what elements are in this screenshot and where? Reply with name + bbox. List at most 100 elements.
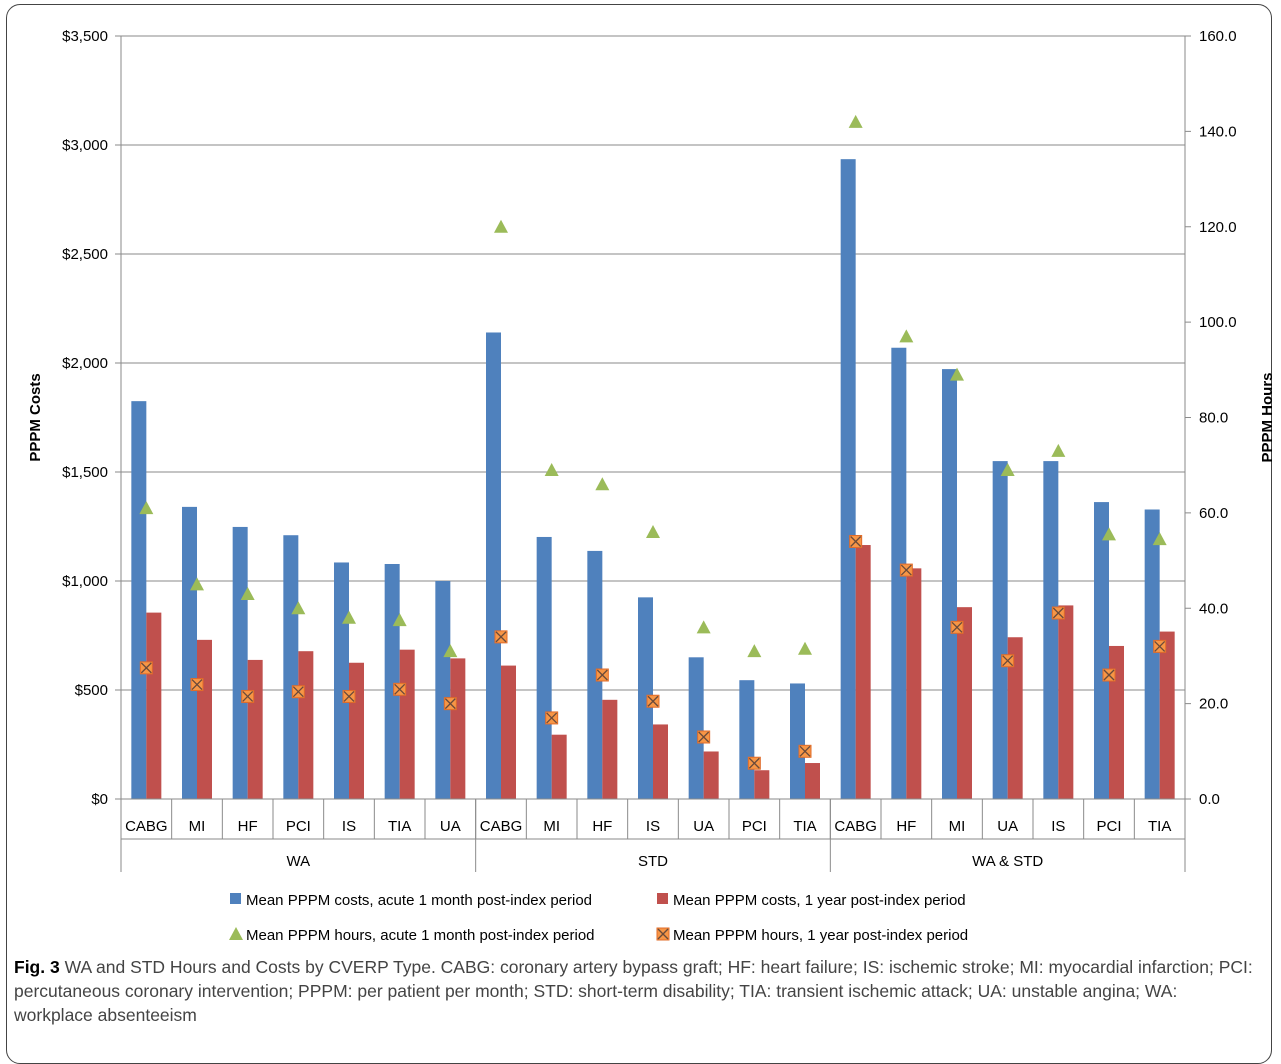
right-tick-label: 140.0 [1199, 123, 1237, 140]
marker-acute-hours [240, 586, 255, 600]
marker-acute-hours [595, 477, 610, 491]
left-axis-title: PPPM Costs [27, 373, 44, 461]
right-tick-label: 120.0 [1199, 219, 1237, 236]
category-label: IS [342, 818, 356, 835]
marker-acute-hours [1000, 462, 1015, 476]
category-label: HF [592, 818, 612, 835]
marker-acute-hours [139, 501, 154, 515]
category-label: CABG [834, 818, 877, 835]
marker-cross [596, 669, 608, 681]
marker-cross [444, 698, 456, 710]
marker-1yr-hours [241, 689, 255, 703]
bar-1yr-cost [855, 545, 871, 799]
category-label: IS [646, 818, 660, 835]
category-label: HF [896, 818, 916, 835]
bar-1yr-cost [450, 658, 466, 799]
bar-acute-cost [688, 657, 704, 799]
marker-acute-hours [494, 219, 508, 233]
legend-label: Mean PPPM costs, 1 year post-index perio… [673, 892, 966, 909]
category-label: IS [1051, 818, 1065, 835]
marker-acute-hours [747, 644, 762, 658]
legend-item: Mean PPPM hours, 1 year post-index perio… [656, 927, 968, 944]
marker-1yr-hours [1001, 654, 1015, 668]
chart: $0 $500 $1,000 $1,500 $2,000 $2,500 $3,000 $3,5… [27, 28, 1276, 944]
marker-cross [1154, 640, 1166, 652]
marker-acute-hours [848, 114, 863, 128]
bar-acute-cost [1144, 509, 1160, 799]
bar-1yr-cost [957, 607, 972, 799]
category-label: UA [693, 818, 714, 835]
marker-1yr-hours [646, 694, 660, 708]
marker-acute-hours [544, 462, 559, 476]
bar-1yr-cost [349, 662, 364, 799]
marker-1yr-hours [899, 563, 913, 577]
marker-acute-hours [798, 641, 812, 655]
bar-acute-cost [638, 597, 653, 799]
marker-cross [1103, 669, 1115, 681]
category-label: MI [949, 818, 966, 835]
marker-cross [1002, 655, 1014, 667]
category-label: CABG [480, 818, 523, 835]
bar-acute-cost [131, 401, 147, 799]
legend-item: Mean PPPM costs, acute 1 month post-inde… [230, 892, 592, 909]
marker-1yr-hours [849, 534, 863, 548]
group-label: WA [287, 853, 311, 870]
marker-cross [799, 745, 811, 757]
legend-swatch [657, 893, 668, 904]
right-tick-label: 100.0 [1199, 314, 1237, 331]
legend-swatch [230, 893, 241, 904]
bar-acute-cost [790, 683, 805, 799]
marker-cross [850, 536, 862, 547]
marker-acute-hours [190, 577, 204, 591]
bar-acute-cost [1094, 502, 1109, 799]
category-label: CABG [125, 818, 168, 835]
category-label: PCI [286, 818, 311, 835]
marker-acute-hours [899, 329, 914, 343]
bar-acute-cost [182, 506, 197, 799]
category-label: TIA [793, 818, 816, 835]
marker-acute-hours [696, 620, 711, 634]
bar-1yr-cost [551, 734, 567, 799]
marker-acute-hours [392, 613, 407, 627]
marker-1yr-hours [342, 689, 356, 703]
marker-1yr-hours [798, 744, 812, 758]
marker-1yr-hours [697, 730, 711, 744]
bar-acute-cost [891, 347, 907, 799]
marker-cross [343, 691, 355, 702]
marker-acute-hours [1152, 532, 1167, 546]
right-tick-label: 160.0 [1199, 28, 1237, 45]
bar-1yr-cost [298, 651, 314, 799]
bar-acute-cost [283, 535, 299, 799]
bar-acute-cost [435, 581, 451, 799]
bar-acute-cost [1043, 461, 1059, 799]
marker-cross [900, 564, 912, 576]
marker-cross [495, 631, 507, 643]
left-tick-label: $2,500 [62, 246, 108, 263]
marker-1yr-hours [1153, 639, 1167, 653]
marker-cross [292, 686, 304, 698]
marker-1yr-hours [443, 697, 457, 711]
category-label: UA [997, 818, 1018, 835]
group-label: STD [638, 853, 668, 870]
category-label: HF [238, 818, 258, 835]
bar-1yr-cost [653, 724, 668, 799]
bar-acute-cost [232, 526, 248, 799]
category-label: TIA [1148, 818, 1171, 835]
right-axis-title: PPPM Hours [1259, 372, 1276, 462]
bar-1yr-cost [1109, 645, 1124, 799]
bar-1yr-cost [1058, 605, 1074, 799]
marker-acute-hours [443, 644, 458, 658]
bar-acute-cost [942, 369, 957, 799]
category-label: MI [543, 818, 560, 835]
category-label: MI [189, 818, 206, 835]
marker-cross [647, 695, 659, 707]
left-tick-label: $3,000 [62, 137, 108, 154]
bar-acute-cost [334, 562, 349, 799]
left-tick-label: $0 [91, 791, 108, 808]
group-label: WA & STD [972, 853, 1043, 870]
category-label: UA [440, 818, 461, 835]
bar-acute-cost [486, 332, 501, 799]
bar-1yr-cost [146, 612, 162, 799]
bar-1yr-cost [399, 649, 415, 799]
marker-1yr-hours [1102, 668, 1116, 682]
